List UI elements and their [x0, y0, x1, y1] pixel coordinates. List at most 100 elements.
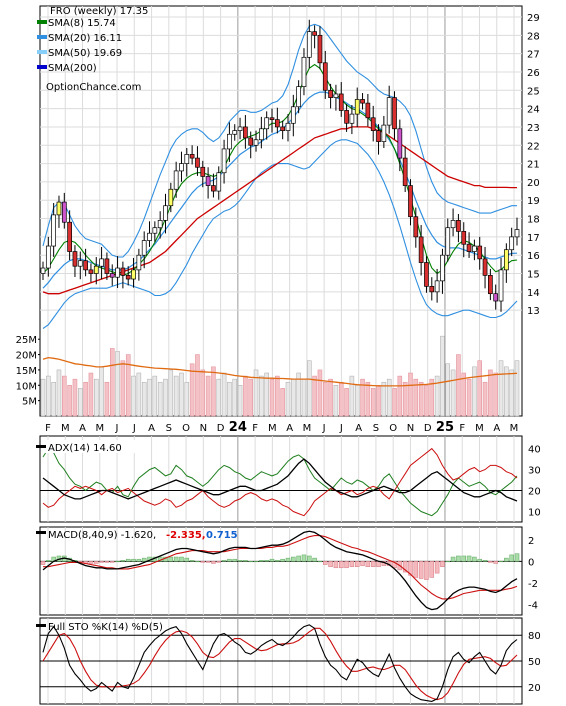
candle-body: [360, 99, 365, 104]
x-axis-label: N: [200, 423, 207, 434]
x-axis-label: D: [424, 423, 432, 434]
volume-bar: [488, 369, 493, 417]
price-tick-label: 17: [527, 233, 540, 244]
macd-histogram-bar: [237, 560, 243, 562]
volume-bar: [504, 366, 509, 417]
candle-body: [434, 280, 440, 293]
macd-histogram-bar: [141, 557, 147, 562]
candle-body: [147, 232, 152, 241]
x-axis-label: O: [182, 423, 190, 434]
candle-body: [472, 245, 477, 252]
macd-histogram-bar: [445, 561, 451, 563]
candle-body: [312, 31, 317, 36]
candle-body: [243, 126, 248, 139]
volume-bar: [509, 369, 514, 417]
chart-title: FRO (weekly) 17.35: [50, 6, 148, 17]
volume-bar: [307, 360, 312, 417]
price-tick-label: 16: [527, 251, 540, 262]
macd-histogram-bar: [418, 561, 424, 579]
volume-bar: [445, 363, 451, 417]
macd-histogram-bar: [115, 561, 120, 563]
candle-body: [232, 130, 238, 135]
candle-body: [514, 229, 520, 238]
price-tick-label: 19: [527, 196, 540, 207]
volume-bar: [482, 381, 488, 417]
volume-bar: [131, 375, 136, 417]
volume-bar: [333, 385, 339, 417]
volume-bar: [72, 378, 78, 417]
volume-bar: [237, 385, 243, 417]
candle-body: [227, 133, 232, 150]
candle-body: [72, 251, 78, 267]
volume-bar: [211, 366, 216, 417]
candle-body: [365, 102, 371, 119]
volume-bar: [291, 378, 296, 417]
macd-histogram-bar: [269, 558, 275, 562]
candle-body: [301, 56, 307, 87]
x-axis-label: M: [268, 423, 277, 434]
price-tick-label: 22: [527, 141, 540, 152]
x-axis-label: J: [115, 423, 119, 434]
volume-tick-label: 15M: [16, 366, 37, 377]
volume-bar: [386, 378, 392, 417]
candle-body: [440, 254, 445, 282]
candle-body: [131, 269, 136, 280]
volume-bar: [312, 375, 317, 417]
volume-bar: [189, 363, 195, 417]
volume-bar: [264, 372, 269, 417]
macd-histogram-bar: [248, 561, 253, 563]
volume-bar: [120, 360, 126, 417]
volume-bar: [338, 381, 344, 417]
price-tick-label: 20: [527, 178, 540, 189]
candle-body: [397, 128, 403, 159]
candle-body: [354, 99, 360, 115]
x-axis-label: D: [217, 423, 225, 434]
macd-histogram-bar: [498, 561, 504, 563]
volume-bar: [461, 372, 466, 417]
bollinger-upper-line: [42, 23, 517, 258]
candle-body: [51, 214, 57, 247]
candle-body: [179, 163, 184, 172]
volume-bar: [301, 378, 307, 417]
volume-bar: [195, 354, 200, 417]
macd-hist-value: 0.715: [206, 530, 238, 541]
volume-bar: [78, 388, 83, 417]
macd-histogram-bar: [365, 561, 371, 567]
x-axis-label: M: [95, 423, 104, 434]
macd-histogram-bar: [205, 561, 211, 563]
macd-histogram-bar: [488, 561, 493, 563]
x-axis-label: 24: [229, 420, 247, 435]
macd-histogram-bar: [109, 561, 115, 563]
candle-body: [461, 231, 467, 245]
volume-bar: [168, 369, 174, 417]
volume-bar: [280, 388, 285, 417]
candle-body: [296, 86, 301, 108]
candle-body: [386, 97, 392, 126]
volume-bar: [62, 375, 67, 417]
macd-tick-label: 0: [528, 557, 534, 568]
macd-histogram-bar: [424, 561, 429, 580]
candle-body: [83, 260, 88, 271]
macd-histogram-bar: [354, 561, 360, 567]
volume-bar: [450, 369, 456, 417]
volume-bar: [152, 375, 158, 417]
candle-body: [456, 220, 461, 232]
candle-body: [211, 185, 216, 192]
macd-histogram-bar: [323, 561, 328, 565]
sto-tick-label: 50: [528, 657, 541, 668]
candle-body: [488, 275, 493, 295]
legend-swatch: [37, 65, 47, 69]
macd-histogram-bar: [211, 561, 216, 564]
macd-histogram-bar: [280, 558, 285, 562]
x-axis-label: J: [339, 423, 343, 434]
candle-body: [413, 216, 419, 238]
candle-body: [221, 148, 227, 174]
adx-legend-swatch: [36, 445, 46, 448]
candle-body: [168, 188, 174, 207]
macd-histogram-bar: [99, 561, 104, 563]
volume-bar: [514, 360, 520, 417]
adx-line: [42, 458, 518, 502]
candle-body: [482, 258, 488, 276]
macd-tick-label: -4: [528, 600, 538, 611]
macd-histogram-bar: [392, 561, 397, 569]
